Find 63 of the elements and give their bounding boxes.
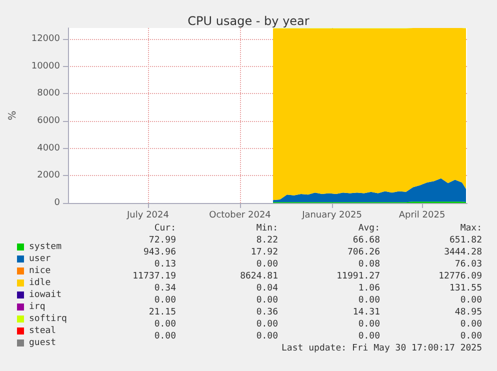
y-tick-label: 6000 [37, 116, 60, 126]
text: 0.36 [256, 308, 278, 318]
text: Last update: Fri May 30 17:00:17 2025 [282, 344, 482, 354]
text: 72.99 [148, 236, 176, 246]
text: 706.26 [347, 248, 380, 258]
y-tick-label: 10000 [31, 61, 60, 72]
text: 14.31 [352, 308, 380, 318]
x-tick-label: October 2024 [209, 210, 272, 220]
text: 11991.27 [336, 272, 380, 282]
legend-label: guest [29, 338, 56, 348]
text: 651.82 [449, 236, 482, 246]
text: 0.00 [256, 332, 278, 342]
text: 0.00 [256, 296, 278, 306]
text: 12776.09 [438, 272, 482, 282]
text: 3444.28 [444, 248, 482, 258]
text: Cur: [154, 224, 176, 234]
text: 0.00 [256, 260, 278, 270]
text: 76.03 [454, 260, 482, 270]
y-tick-label: 4000 [37, 143, 60, 154]
text: Max: [460, 224, 482, 234]
text: 0.34 [154, 284, 176, 294]
text: 66.68 [352, 236, 380, 246]
text: Avg: [358, 224, 380, 234]
text: 0.00 [460, 332, 482, 342]
text: 48.95 [454, 308, 482, 318]
legend-label: softirq [29, 314, 67, 324]
y-tick-label: 8000 [37, 88, 60, 99]
y-tick-label: 12000 [31, 34, 60, 44]
text: 17.92 [250, 248, 278, 258]
text: 0.13 [154, 260, 176, 270]
text: 0.00 [154, 332, 176, 342]
x-tick-label: July 2024 [126, 210, 170, 220]
legend-label: idle [29, 278, 51, 288]
y-tick-label: 2000 [37, 170, 60, 181]
text: 0.00 [256, 320, 278, 330]
text: 8.22 [256, 236, 278, 246]
x-tick-label: January 2025 [301, 210, 362, 220]
text: 0.00 [358, 332, 380, 342]
text: 0.00 [460, 296, 482, 306]
text: 21.15 [148, 308, 176, 318]
legend-label: steal [29, 326, 56, 336]
text: 0.00 [154, 296, 176, 306]
text: 0.04 [256, 284, 278, 294]
text: 0.00 [358, 320, 380, 330]
text: 0.00 [460, 320, 482, 330]
text: 8624.81 [240, 272, 278, 282]
legend-label: irq [29, 302, 46, 312]
text: Min: [256, 224, 278, 234]
text: 943.96 [143, 248, 176, 258]
text: 131.55 [449, 284, 482, 294]
legend-label: iowait [29, 290, 62, 300]
text: 0.00 [154, 320, 176, 330]
text: 0.00 [358, 296, 380, 306]
y-axis-title: % [8, 110, 18, 120]
text: 11737.19 [132, 272, 176, 282]
legend-label: user [29, 254, 52, 264]
legend-label: system [29, 242, 62, 252]
legend-label: nice [29, 266, 51, 276]
x-tick-label: April 2025 [398, 210, 446, 220]
y-tick-label: 0 [54, 198, 60, 208]
chart-title: CPU usage - by year [188, 14, 310, 28]
text: 0.08 [358, 260, 380, 270]
text: 1.06 [358, 284, 380, 294]
